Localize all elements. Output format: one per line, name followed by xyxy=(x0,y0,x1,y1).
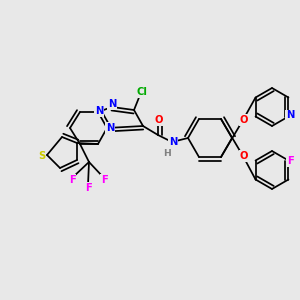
Text: F: F xyxy=(85,183,92,193)
Text: S: S xyxy=(38,151,46,161)
Text: N: N xyxy=(106,123,114,133)
Text: N: N xyxy=(95,106,103,116)
Text: F: F xyxy=(100,175,107,185)
Text: H: H xyxy=(163,149,171,158)
Text: N: N xyxy=(108,99,116,109)
Text: O: O xyxy=(240,151,248,161)
Text: Cl: Cl xyxy=(136,87,147,97)
Text: O: O xyxy=(155,115,163,125)
Text: O: O xyxy=(240,115,248,125)
Text: F: F xyxy=(287,157,294,166)
Text: N: N xyxy=(169,137,177,147)
Text: F: F xyxy=(69,175,75,185)
Text: N: N xyxy=(286,110,295,121)
